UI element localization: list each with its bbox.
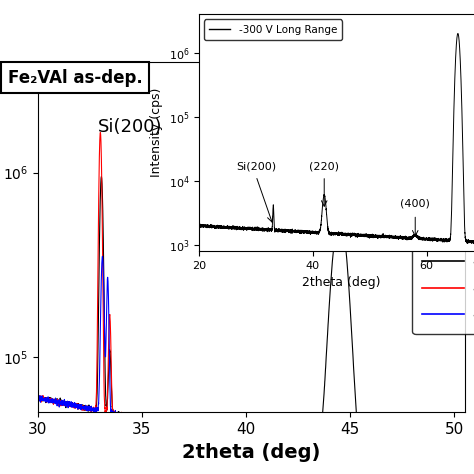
Text: Si(200): Si(200) [98,118,162,136]
Text: Fe₂VAl as-dep.: Fe₂VAl as-dep. [8,69,143,87]
Legend: -3, -6, -9: -3, -6, -9 [412,243,474,334]
X-axis label: 2theta (deg): 2theta (deg) [182,443,320,462]
Text: (220): (220) [273,187,325,206]
Text: (220): (220) [309,162,339,172]
Y-axis label: Intensity (cps): Intensity (cps) [150,88,163,177]
X-axis label: 2theta (deg): 2theta (deg) [302,276,381,290]
Text: Si(200): Si(200) [236,162,276,172]
Text: (400): (400) [400,199,430,209]
Legend: -300 V Long Range: -300 V Long Range [204,19,342,40]
